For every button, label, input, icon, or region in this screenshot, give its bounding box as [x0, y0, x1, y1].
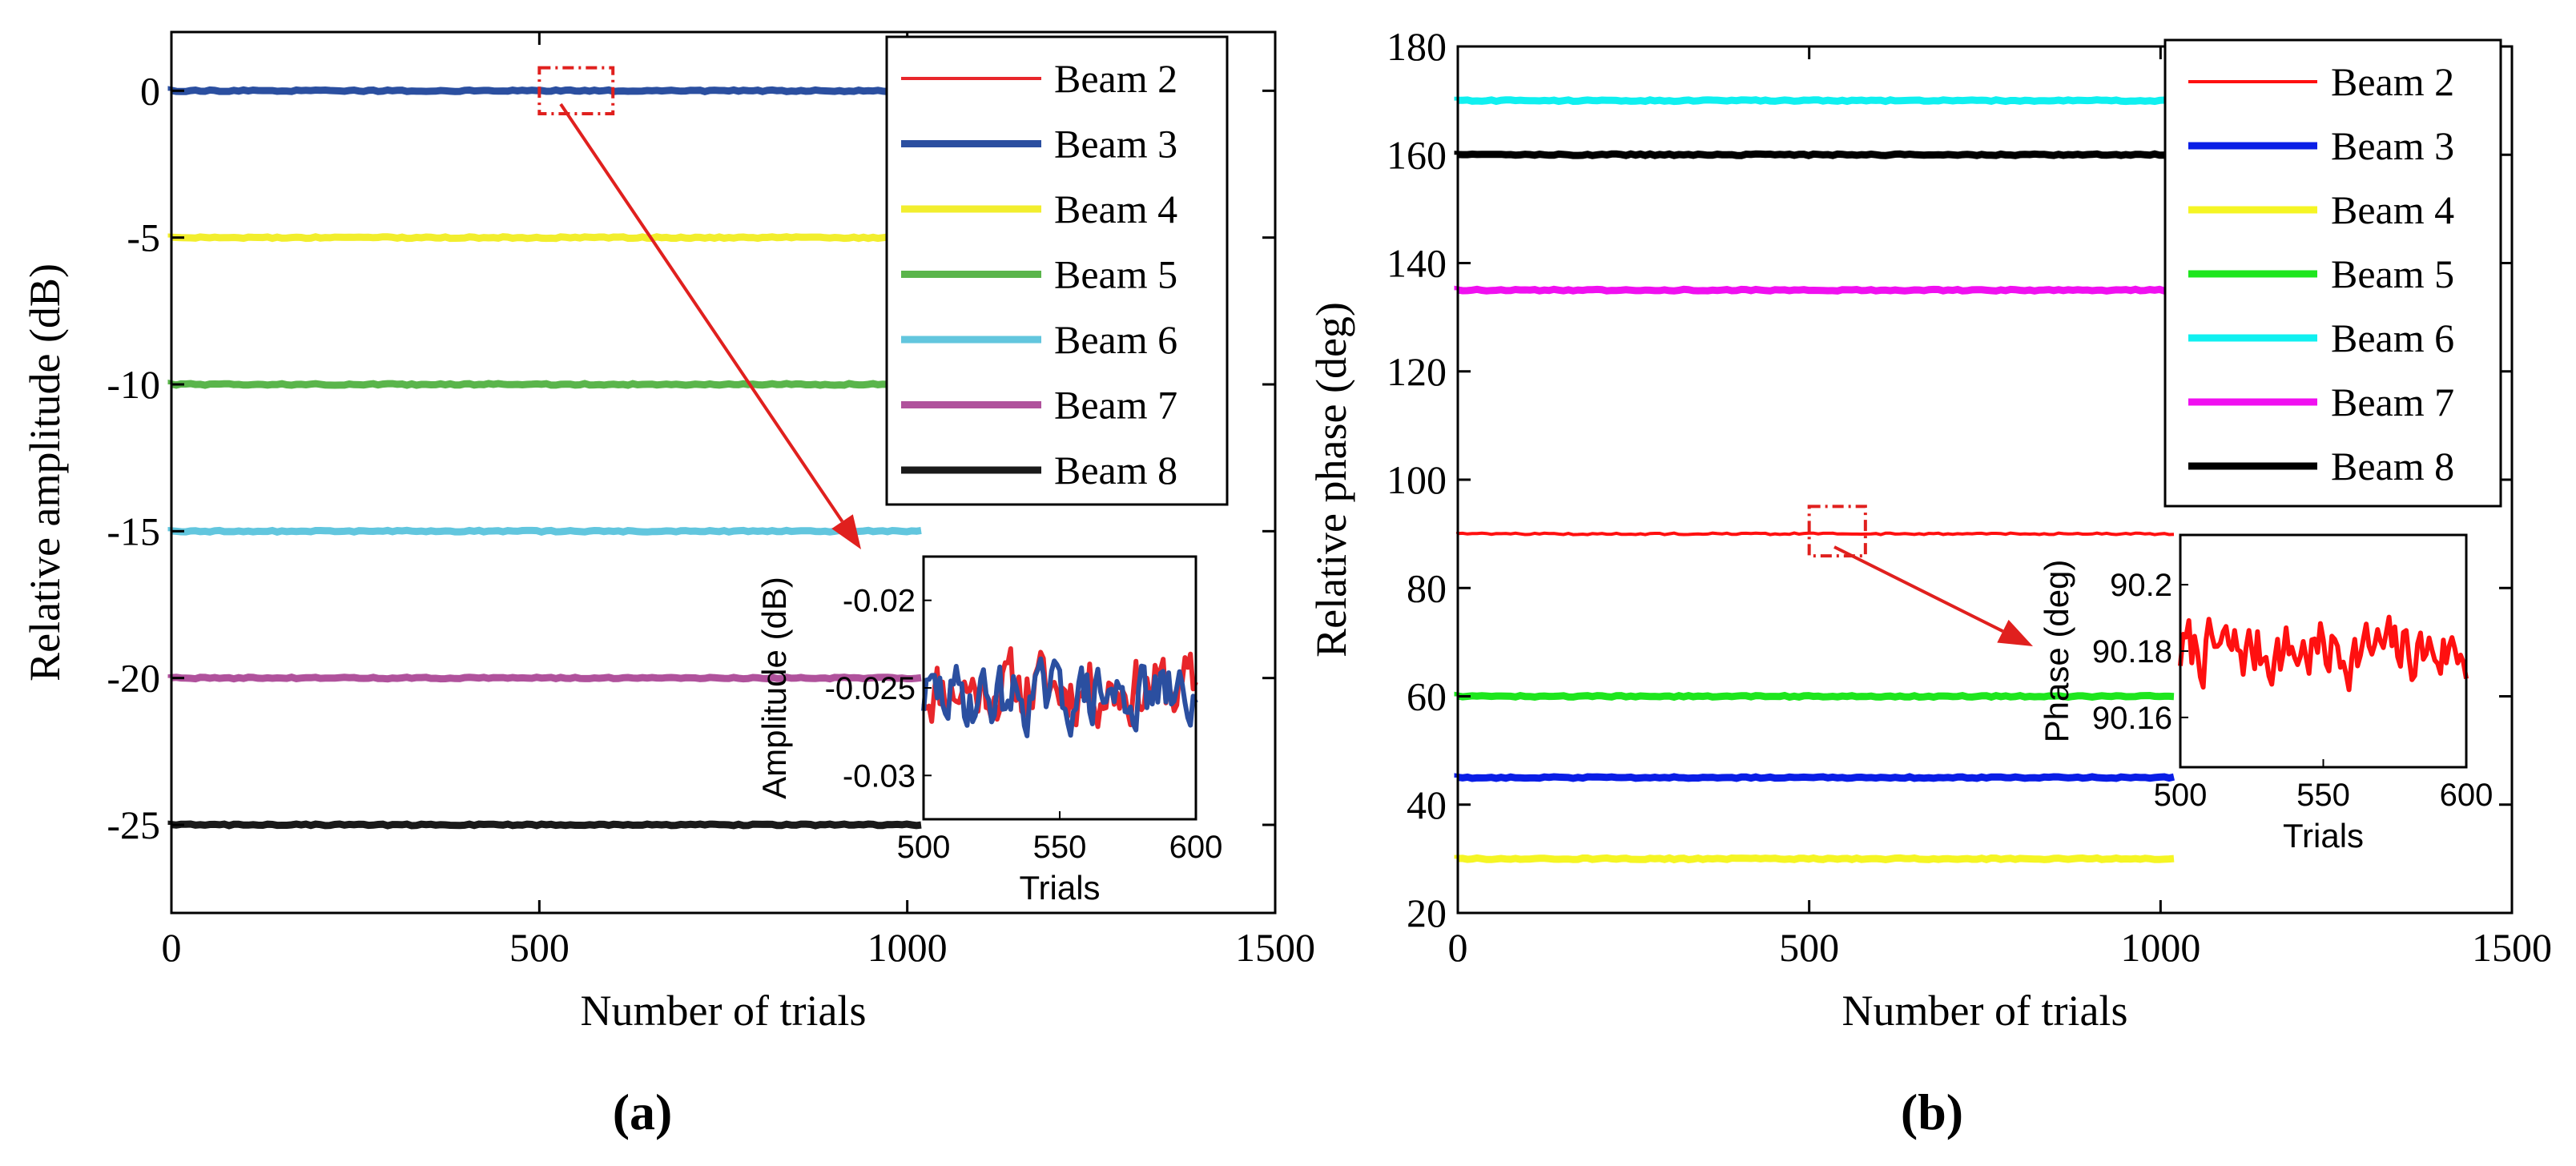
inset-x-axis-label: Trials	[1019, 869, 1100, 907]
y-tick-label: -10	[107, 362, 160, 407]
inset-y-tick-label: -0.025	[825, 671, 916, 706]
series-line-beam-2	[1456, 531, 2175, 537]
y-tick-label: -20	[107, 656, 160, 701]
x-tick-label: 500	[509, 925, 570, 970]
series-line-beam-7	[1454, 285, 2175, 295]
inset: 500 550 600 -0.02 -0.025 -0.03 Trials Amplitude…	[755, 555, 1223, 907]
x-axis-label: Number of trials	[581, 987, 867, 1035]
x-tick-label: 0	[1448, 925, 1468, 970]
series-line-beam-6	[167, 526, 922, 536]
series-line-beam-3	[1454, 773, 2176, 782]
inset-x-tick-label: 550	[2296, 778, 2350, 813]
y-tick-label: -15	[107, 509, 160, 553]
panel-a: 0 500 1000 1500 0 -5 -10 -15 -20 -25 Number of tri…	[21, 30, 1315, 1140]
inset: 500 550 600 90.2 90.18 90.16 Trials Phase (deg)	[2038, 533, 2493, 854]
inset-y-tick-label: -0.02	[843, 584, 916, 619]
inset-y-tick-label: -0.03	[843, 758, 916, 794]
inset-x-axis-label: Trials	[2283, 817, 2364, 854]
inset-x-tick-label: 500	[897, 830, 951, 865]
inset-x-tick-label: 550	[1033, 830, 1087, 865]
zoom-arrow-line	[1833, 545, 2004, 633]
x-tick-label: 0	[162, 925, 182, 970]
zoom-region-box	[537, 66, 615, 115]
y-tick-label: 100	[1387, 457, 1447, 502]
y-tick-label: 180	[1387, 24, 1447, 69]
legend-label: Beam 4	[2331, 187, 2454, 232]
panel-label: (b)	[1901, 1084, 1963, 1140]
series-line-beam-5	[167, 380, 922, 389]
legend-label: Beam 8	[2331, 444, 2454, 489]
legend-label: Beam 7	[2331, 380, 2454, 424]
zoom-arrow-head	[1997, 619, 2033, 646]
legend-label: Beam 2	[2331, 59, 2454, 104]
zoom-arrow-line	[559, 103, 844, 523]
y-tick-label: 0	[140, 68, 160, 113]
x-tick-label: 1500	[1235, 925, 1315, 970]
series-line-beam-8	[1454, 150, 2175, 159]
legend-label: Beam 8	[1054, 448, 1177, 493]
inset-y-axis-label: Phase (deg)	[2038, 560, 2075, 743]
legend: Beam 2 Beam 3 Beam 4 Beam 5 Beam 6 Beam 7 Beam…	[885, 35, 1229, 506]
legend-label: Beam 3	[2331, 123, 2454, 168]
panel-label: (a)	[613, 1084, 673, 1140]
y-tick-label: 60	[1407, 674, 1447, 719]
y-tick-label: 20	[1407, 891, 1447, 935]
inset-y-tick-label: 90.18	[2092, 634, 2172, 669]
y-tick-label: 80	[1407, 565, 1447, 610]
x-axis-label: Number of trials	[1842, 987, 2128, 1035]
inset-x-tick-label: 500	[2154, 778, 2208, 813]
x-tick-label: 1000	[867, 925, 948, 970]
x-tick-label: 1000	[2120, 925, 2200, 970]
series-line-beam-3	[167, 86, 922, 95]
inset-series-beam-3	[921, 656, 1198, 738]
zoom-region-box	[1807, 505, 1867, 558]
legend-label: Beam 3	[1054, 122, 1177, 167]
legend-label: Beam 5	[2331, 251, 2454, 296]
inset-y-tick-label: 90.16	[2092, 701, 2172, 736]
legend: Beam 2 Beam 3 Beam 4 Beam 5 Beam 6 Beam 7 Beam…	[2163, 38, 2502, 508]
series-line-beam-6	[1454, 96, 2175, 106]
legend-label: Beam 2	[1054, 56, 1177, 101]
y-tick-label: 140	[1387, 241, 1447, 286]
inset-y-tick-label: 90.2	[2110, 568, 2172, 603]
inset-x-tick-label: 600	[2440, 778, 2493, 813]
x-tick-label: 500	[1779, 925, 1839, 970]
legend-label: Beam 6	[2331, 316, 2454, 360]
y-tick-label: -5	[127, 215, 160, 260]
series-line-beam-4	[1454, 854, 2175, 864]
y-tick-label: 40	[1407, 782, 1447, 827]
series-line-beam-8	[167, 820, 922, 830]
y-tick-label: 160	[1387, 132, 1447, 177]
legend-label: Beam 6	[1054, 317, 1177, 362]
legend-label: Beam 5	[1054, 252, 1177, 297]
legend-label: Beam 7	[1054, 383, 1177, 428]
y-tick-label: -25	[107, 802, 160, 847]
series-line-beam-4	[167, 233, 922, 243]
panel-b: 0 500 1000 1500 20 40 60 80 100 120 140 160 180 Numbe…	[1307, 24, 2552, 1140]
plot-frame	[170, 30, 1277, 915]
y-axis-label: Relative amplitude (dB)	[21, 263, 69, 682]
inset-x-tick-label: 600	[1169, 830, 1223, 865]
inset-series-beam-2	[2178, 614, 2469, 693]
x-tick-label: 1500	[2472, 925, 2552, 970]
y-tick-label: 120	[1387, 349, 1447, 394]
y-axis-label: Relative phase (deg)	[1307, 302, 1355, 657]
inset-y-axis-label: Amplitude (dB)	[755, 577, 793, 799]
series-line-beam-7	[167, 673, 922, 683]
zoom-arrow-head	[831, 514, 861, 549]
series-line-beam-5	[1454, 691, 2175, 702]
legend-label: Beam 4	[1054, 187, 1177, 231]
